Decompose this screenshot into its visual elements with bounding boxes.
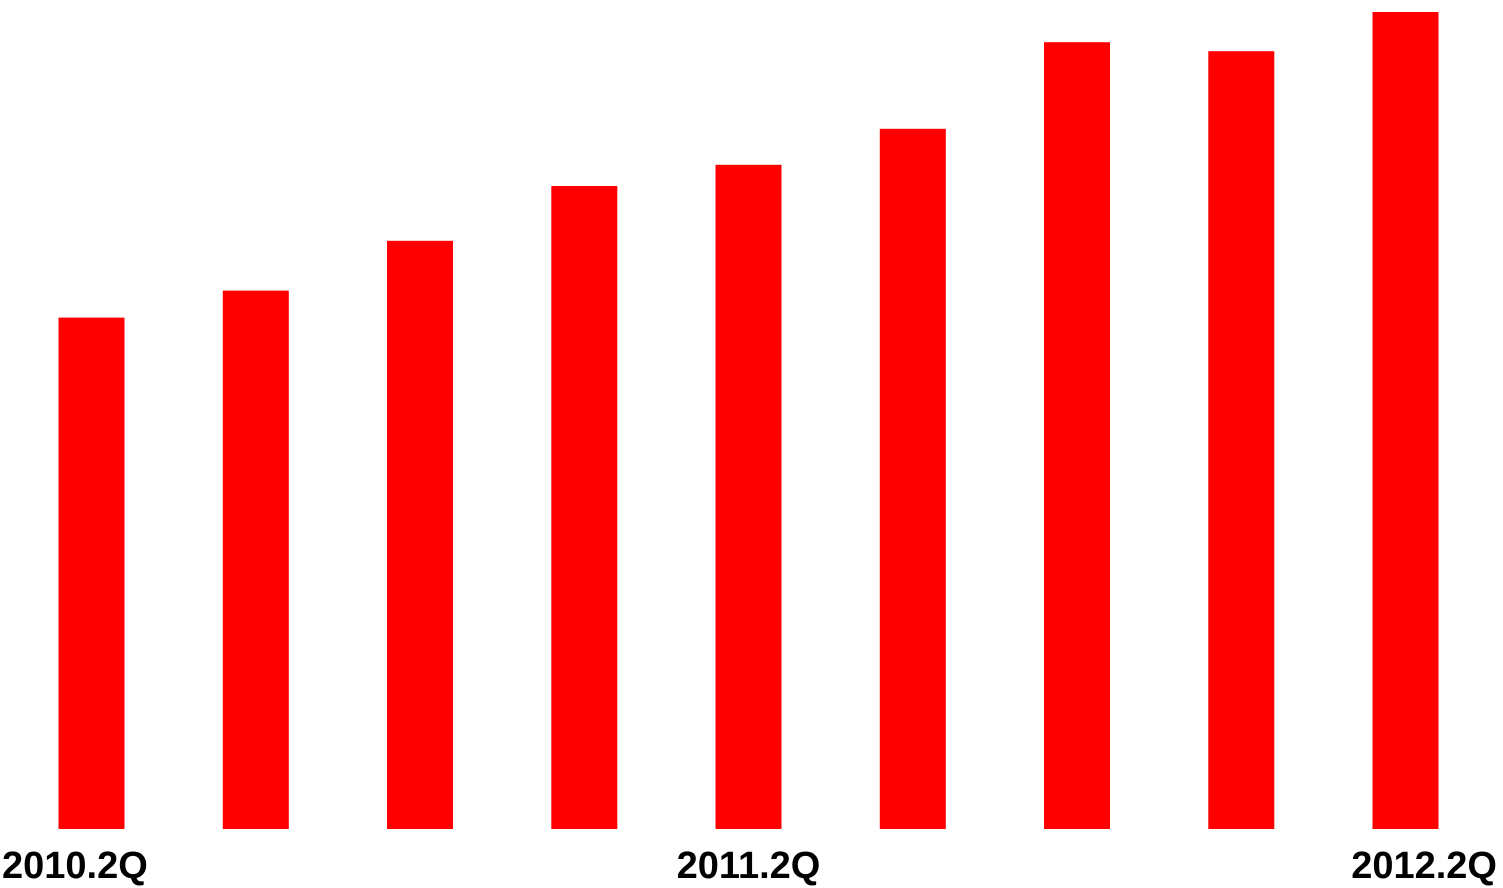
- bar-2010.3Q: [222, 290, 289, 830]
- bars-group: [58, 12, 1439, 830]
- bar-2012.1Q: [1208, 51, 1275, 829]
- bar-2011.3Q: [879, 128, 946, 830]
- x-tick-label: 2012.2Q: [1351, 845, 1497, 887]
- bar-2011.1Q: [551, 186, 618, 829]
- bar-2011.2Q: [715, 164, 782, 830]
- bar-2011.4Q: [1044, 42, 1110, 829]
- x-tick-labels: 2010.2Q 2011.2Q 2012.2Q: [2, 845, 1497, 887]
- bar-2010.4Q: [387, 240, 453, 830]
- x-tick-label: 2010.2Q: [2, 845, 148, 887]
- x-tick-label: 2011.2Q: [677, 845, 821, 887]
- bar-2012.2Q: [1372, 12, 1439, 829]
- bar-2010.2Q: [58, 317, 125, 829]
